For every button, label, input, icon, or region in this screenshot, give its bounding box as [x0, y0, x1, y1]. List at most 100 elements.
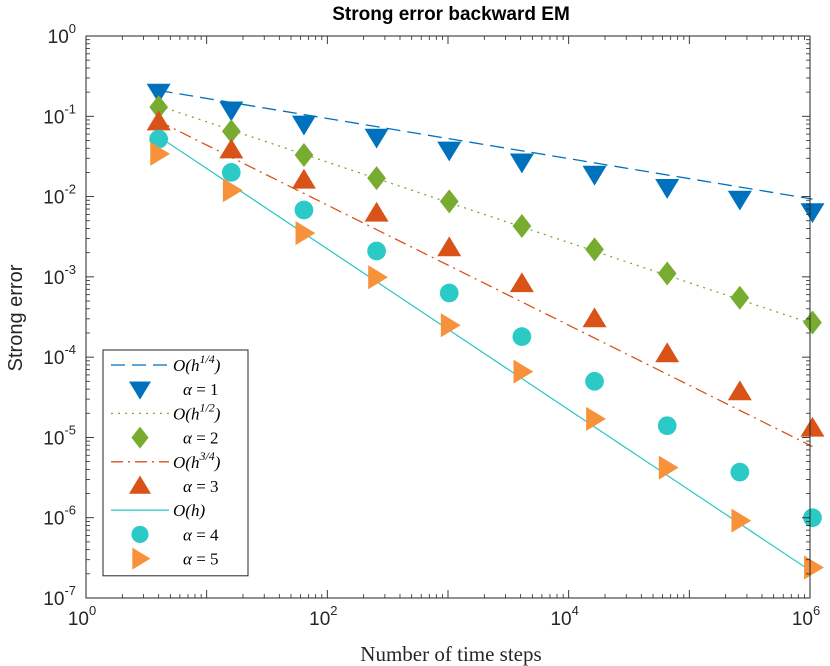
legend-marker-swatch: [131, 426, 149, 449]
y-tick-exponent: -4: [64, 342, 76, 357]
y-tick-label-2: 10-2: [43, 182, 76, 209]
series-4-point-9: [730, 462, 750, 482]
series-5-point-6: [513, 359, 534, 384]
legend-entry-1: O(h1/4): [111, 352, 221, 375]
series-3-point-3: [291, 168, 316, 189]
y-tick-label-5: 10-5: [43, 422, 76, 449]
series-4-point-4: [367, 241, 386, 261]
x-tick-label-3: 106: [792, 603, 820, 630]
legend-label: O(h1/4): [173, 352, 221, 375]
x-tick-label-2: 104: [550, 603, 578, 630]
axes: 100 102 104 10610010-110-210-310-410-510-61…: [43, 21, 820, 630]
x-tick-base: 10: [792, 609, 813, 630]
series-1-point-5: [437, 141, 462, 162]
y-tick-base: 10: [43, 188, 64, 209]
x-tick-exponent: 2: [330, 603, 337, 618]
series-5-point-9: [731, 508, 752, 533]
y-tick-label-0: 100: [48, 21, 76, 48]
y-tick-base: 10: [43, 268, 64, 289]
series-3-point-8: [655, 342, 680, 363]
legend-label: O(h1/2): [173, 400, 221, 423]
series-4-point-10: [803, 508, 822, 528]
legend-marker-swatch: [129, 475, 151, 494]
chart-title: Strong error backward EM: [332, 4, 570, 25]
y-tick-base: 10: [43, 509, 64, 530]
legend-label-eq: = 1: [192, 380, 219, 399]
x-tick-exponent: 6: [813, 603, 820, 618]
legend-label-alpha: α: [183, 429, 193, 448]
reference-line-4: [158, 135, 813, 573]
series-5-point-10: [804, 555, 824, 580]
reference-line-3: [158, 120, 813, 448]
y-tick-label-6: 10-6: [43, 503, 76, 530]
legend-label-eq: = 5: [192, 550, 219, 569]
legend-label: α = 1: [183, 380, 219, 399]
legend-label-end: ): [214, 356, 221, 375]
y-tick-base: 10: [48, 27, 69, 48]
series-3-point-2: [219, 138, 244, 159]
x-tick-label-1: 102: [309, 603, 337, 630]
legend-entry-2: α = 1: [129, 380, 219, 400]
legend-label-alpha: α: [183, 550, 193, 569]
series-1-point-3: [291, 115, 316, 136]
y-axis-label: Strong error: [5, 264, 27, 371]
series-5-point-7: [586, 406, 606, 431]
series-5-point-8: [658, 455, 679, 480]
series-5-point-1: [150, 141, 171, 166]
legend-label: α = 2: [183, 429, 219, 448]
legend-label: α = 4: [183, 525, 219, 544]
series-1-point-6: [509, 153, 534, 174]
series-5-point-2: [222, 178, 243, 203]
y-tick-exponent: -1: [64, 101, 76, 116]
y-tick-exponent: -5: [64, 422, 76, 437]
legend-entry-7: O(h): [111, 501, 205, 520]
x-tick-base: 10: [550, 609, 571, 630]
legend-entry-8: α = 4: [131, 525, 219, 544]
legend-label-end: ): [214, 404, 221, 423]
legend-label-eq: = 2: [192, 429, 219, 448]
series-4-point-6: [512, 327, 532, 347]
series-2-point-3: [294, 142, 314, 167]
legend-entry-6: α = 3: [129, 475, 219, 496]
series-3-point-1: [146, 110, 171, 131]
y-tick-base: 10: [43, 589, 64, 610]
legend-label: α = 5: [183, 550, 219, 569]
series-4-point-1: [149, 129, 169, 149]
series-2-point-5: [439, 189, 459, 214]
series-2-point-1: [149, 95, 169, 120]
y-tick-label-1: 10-1: [43, 101, 76, 128]
y-tick-base: 10: [43, 348, 64, 369]
series-3-point-9: [727, 380, 752, 401]
series-5-point-4: [368, 265, 388, 290]
legend-label-main: O(h: [173, 404, 199, 423]
legend-label-alpha: α: [183, 380, 193, 399]
series-1-point-8: [655, 179, 680, 199]
series-4-point-7: [585, 371, 604, 391]
series-2-point-2: [221, 119, 241, 144]
x-tick-label-0: 100: [68, 603, 96, 630]
y-tick-exponent: 0: [69, 21, 76, 36]
legend-entry-9: α = 5: [132, 547, 219, 570]
y-tick-exponent: -2: [64, 182, 76, 197]
series-4-point-5: [439, 283, 459, 303]
data-markers: [146, 83, 825, 580]
legend-label-alpha: α: [183, 477, 193, 496]
y-tick-exponent: -3: [64, 262, 76, 277]
reference-lines: [158, 89, 813, 573]
legend-entry-4: α = 2: [131, 426, 219, 449]
legend-label: O(h): [173, 501, 205, 520]
x-tick-exponent: 4: [572, 603, 579, 618]
legend-label-eq: = 4: [192, 525, 219, 544]
legend-label-main: O(h: [173, 356, 199, 375]
legend-marker-swatch: [129, 381, 151, 400]
legend-label-sup: 1/4: [199, 352, 214, 366]
series-3-point-4: [364, 201, 389, 222]
series-2-point-9: [730, 285, 750, 310]
y-tick-label-3: 10-3: [43, 262, 76, 289]
y-tick-base: 10: [43, 428, 64, 449]
legend-label-alpha: α: [183, 525, 193, 544]
x-tick-base: 10: [309, 609, 330, 630]
series-4-point-8: [657, 416, 677, 436]
series-1-point-2: [219, 101, 244, 122]
